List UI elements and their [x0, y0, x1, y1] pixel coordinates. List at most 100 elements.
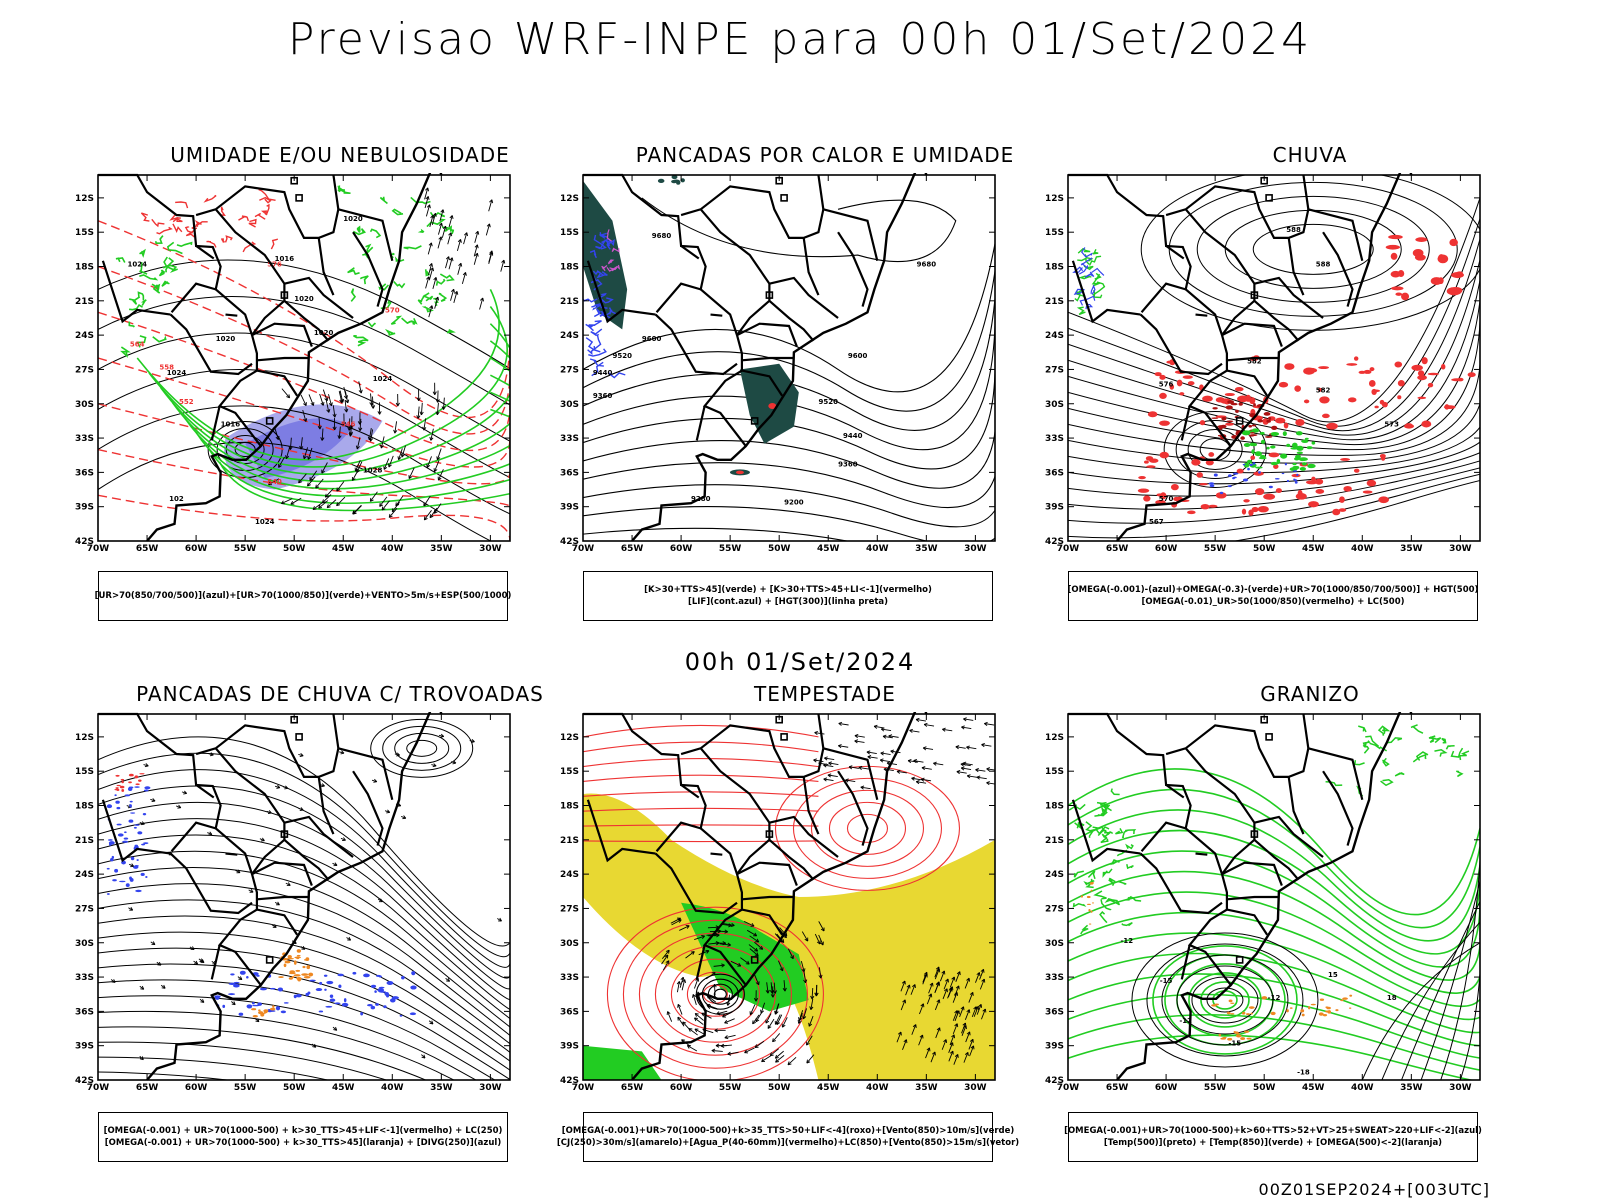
- rain-area: [1332, 508, 1341, 516]
- lat-tick-label: 21S: [75, 836, 94, 846]
- contour-line: [1068, 952, 1480, 1034]
- omega-area: [1294, 481, 1298, 484]
- lat-tick-label: 12S: [75, 194, 94, 204]
- wind-vector: [753, 932, 758, 937]
- wind-vector: [685, 925, 690, 929]
- wind-vector: [745, 960, 750, 965]
- wind-vector: [326, 408, 331, 413]
- wind-vector: [332, 413, 337, 418]
- humidity-contour: [353, 334, 369, 342]
- wind-vector: [964, 1009, 970, 1020]
- wind-vector: [909, 729, 920, 733]
- wind-vector: [408, 467, 415, 479]
- wind-vector: [676, 981, 680, 993]
- lon-tick-label: 30W: [964, 1083, 987, 1093]
- wind-vector: [457, 239, 462, 243]
- temp850-contour: [1088, 826, 1103, 838]
- omega500-area: [1289, 1007, 1293, 1009]
- wind-vector: [352, 510, 357, 515]
- wind-vector: [910, 984, 916, 995]
- wind-vector: [715, 1043, 720, 1048]
- political-boundary: [256, 908, 299, 936]
- humidity-contour: [384, 328, 396, 336]
- wind-vector: [984, 721, 988, 726]
- contour-line: [98, 265, 510, 435]
- wind-vector: [874, 725, 885, 729]
- wind-vector: [916, 719, 927, 722]
- contour-line: [1068, 341, 1480, 456]
- legend-line: [OMEGA(-0.001) + UR>70(1000-500) + k>30_…: [103, 1126, 503, 1136]
- wind-vector: [714, 1028, 718, 1033]
- contour-line: [98, 769, 510, 968]
- omega500-area: [1335, 1009, 1339, 1012]
- wind-vector: [401, 445, 406, 458]
- lat-tick-label: 33S: [75, 434, 94, 444]
- divergence-area: [133, 826, 137, 829]
- wind-vector: [722, 1011, 733, 1018]
- rain-area: [1266, 419, 1271, 423]
- lif-contour: [588, 348, 607, 357]
- wind-vector: [790, 955, 794, 960]
- lif-contour: [606, 266, 618, 272]
- political-boundary: [1308, 208, 1364, 262]
- panel-title: UMIDADE E/OU NEBULOSIDADE: [170, 143, 510, 167]
- rain-area: [1176, 379, 1183, 387]
- wind-vector: [388, 455, 394, 468]
- streamline: [406, 739, 438, 757]
- thickness-contour: [258, 188, 276, 202]
- wind-vector: [300, 437, 303, 450]
- rain-area: [1371, 389, 1381, 393]
- rain-area: [1268, 452, 1280, 458]
- lon-tick-label: 30W: [1449, 544, 1472, 554]
- rain-area: [1208, 504, 1218, 508]
- wind-vector: [774, 1020, 779, 1025]
- humidity-contour: [153, 283, 161, 292]
- lat-tick-label: 24S: [1045, 870, 1064, 880]
- thickness-contour: [203, 194, 217, 203]
- lon-tick-label: 50W: [1253, 544, 1276, 554]
- wind-vector: [445, 256, 450, 269]
- omega-area: [1270, 461, 1278, 466]
- li-region: [768, 403, 777, 410]
- divergence-area: [275, 1006, 281, 1011]
- contour-line: [1187, 429, 1243, 470]
- rain-area: [1319, 396, 1330, 404]
- wind-vector: [802, 1015, 807, 1020]
- lat-tick-label: 15S: [560, 228, 579, 238]
- rain-area: [1385, 244, 1401, 250]
- wind-vector: [713, 964, 725, 967]
- divergence-area: [329, 998, 336, 1002]
- coastline: [1116, 712, 1413, 1081]
- divergence-area: [324, 988, 327, 991]
- wind-vector: [358, 389, 363, 394]
- wind-vector: [723, 923, 735, 926]
- wind-vector: [321, 499, 326, 504]
- wind-vector: [707, 1005, 719, 1010]
- lc-contour: [670, 958, 760, 1030]
- political-boundary: [332, 713, 340, 749]
- wind-vector: [724, 1019, 729, 1024]
- wind-vector: [705, 949, 710, 954]
- wind-vector: [321, 428, 324, 441]
- rain-area: [1397, 270, 1405, 277]
- wind-vector: [949, 1050, 954, 1055]
- wind-vector: [809, 1006, 814, 1010]
- humidity-contour: [136, 335, 147, 348]
- omega-area: [1074, 288, 1085, 302]
- wind-vector: [915, 717, 920, 722]
- wind-vector: [896, 1031, 902, 1043]
- wind-vector: [961, 1025, 967, 1036]
- wind-vector: [775, 1054, 785, 1063]
- lat-tick-label: 24S: [75, 870, 94, 880]
- rain-area: [1397, 380, 1405, 387]
- streamline-arrow: [498, 917, 502, 922]
- wind-vector: [827, 774, 838, 778]
- contour-label: 588: [1316, 261, 1331, 269]
- wind-vector: [727, 942, 731, 947]
- wind-vector: [286, 394, 291, 399]
- wind-vector: [975, 1006, 980, 1011]
- streamline-arrow: [386, 809, 391, 814]
- wind-vector: [752, 1014, 760, 1025]
- political-boundary: [802, 776, 820, 835]
